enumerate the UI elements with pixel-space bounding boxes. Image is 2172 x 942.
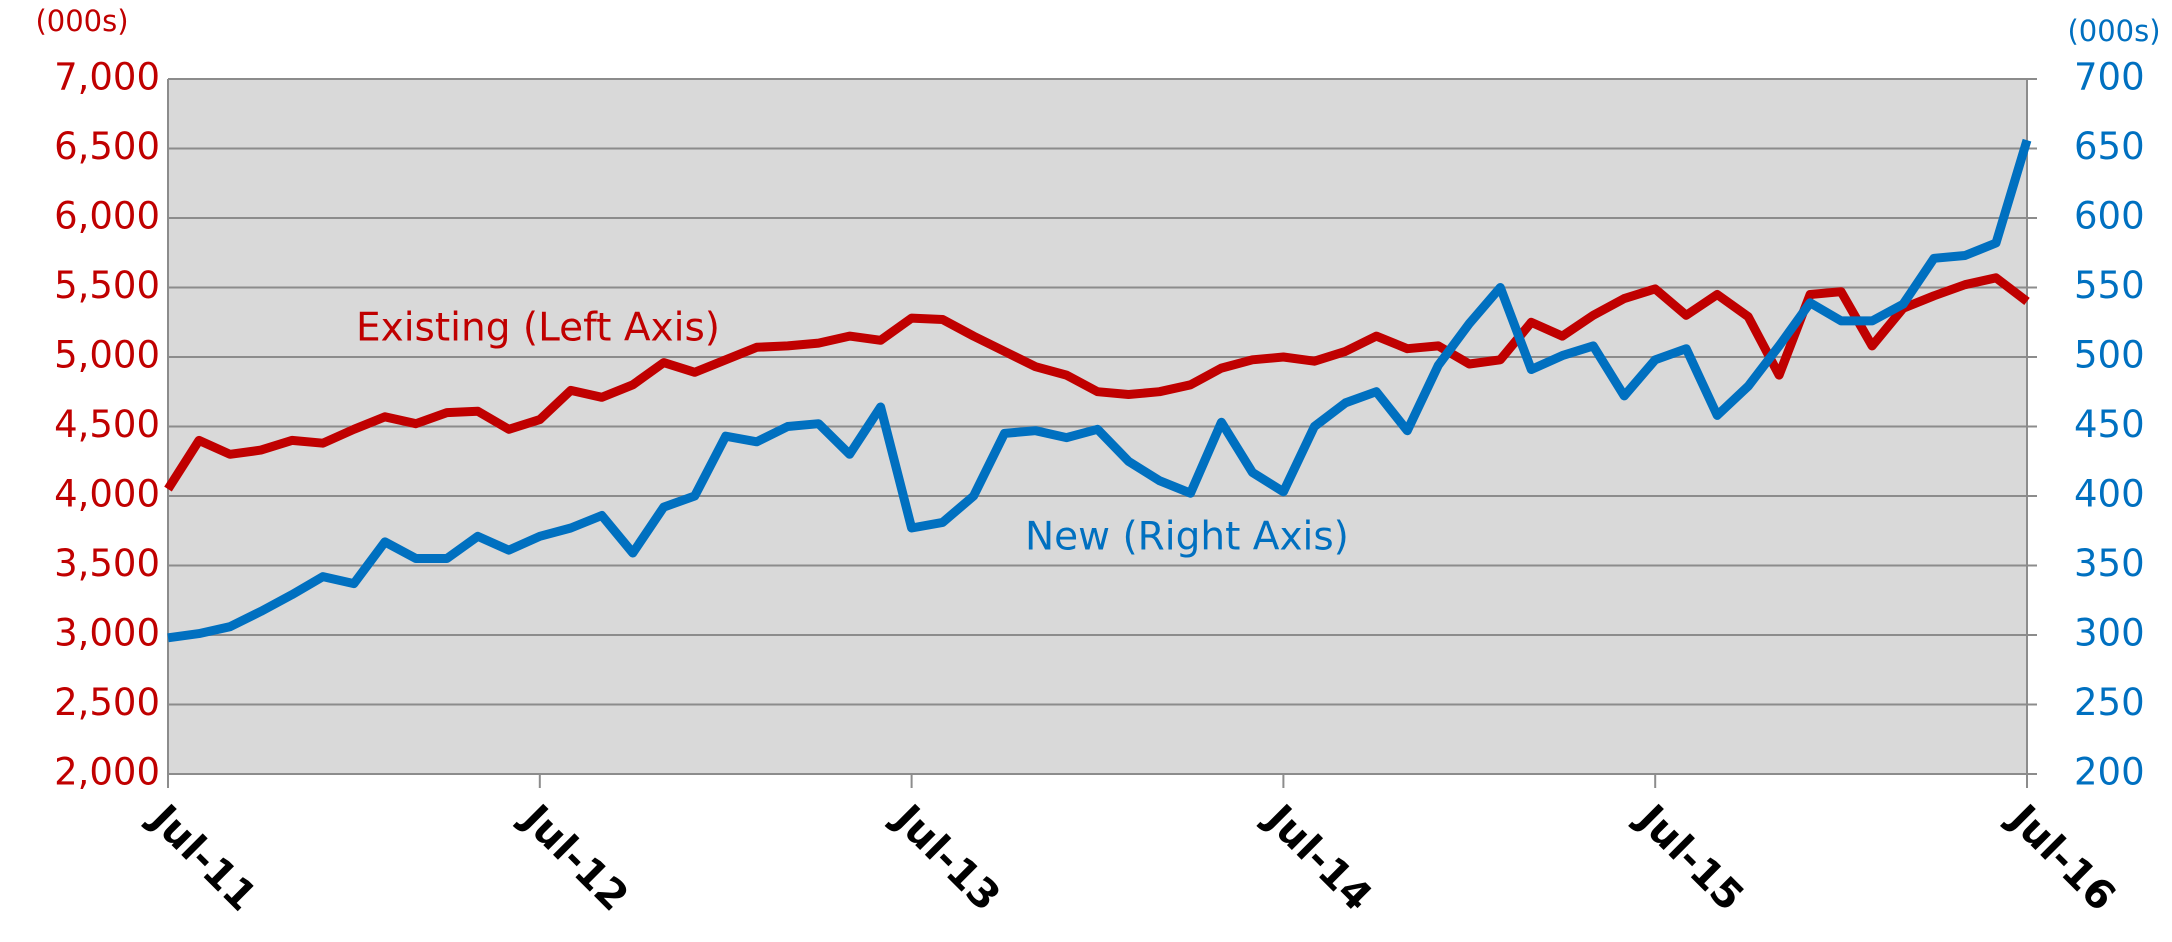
y-tick-label: 2,500 — [54, 681, 160, 724]
y2-tick-label: 450 — [2074, 403, 2145, 446]
y2-tick-label: 550 — [2074, 264, 2145, 307]
y2-tick-label: 400 — [2074, 473, 2145, 516]
y2-tick-label: 200 — [2074, 751, 2145, 794]
y-tick-label: 4,500 — [54, 403, 160, 446]
y2-tick-label: 300 — [2074, 612, 2145, 655]
x-tick-label: Jul-16 — [1998, 794, 2124, 920]
series-label: New (Right Axis) — [1025, 515, 1349, 560]
y2-unit-label: (000s) — [2067, 14, 2160, 48]
y-tick-label: 7,000 — [54, 56, 160, 99]
series-line — [164, 273, 2030, 492]
x-tick-label: Jul-12 — [511, 794, 637, 920]
y2-tick-label: 250 — [2074, 681, 2145, 724]
y-tick-label: 3,000 — [54, 612, 160, 655]
y-unit-label: (000s) — [35, 4, 128, 38]
y2-tick-label: 350 — [2074, 542, 2145, 585]
y-tick-label: 5,500 — [54, 264, 160, 307]
y2-tick-label: 700 — [2074, 56, 2145, 99]
series-line — [167, 138, 2032, 643]
y-tick-label: 6,000 — [54, 195, 160, 238]
x-tick-label: Jul-13 — [883, 794, 1009, 920]
y-tick-label: 4,000 — [54, 473, 160, 516]
x-tick-label: Jul-11 — [139, 794, 265, 920]
y2-tick-label: 650 — [2074, 125, 2145, 168]
y-tick-label: 3,500 — [54, 542, 160, 585]
y2-tick-label: 500 — [2074, 334, 2145, 377]
y-tick-label: 2,000 — [54, 751, 160, 794]
x-tick-label: Jul-14 — [1254, 794, 1380, 920]
y-tick-label: 5,000 — [54, 334, 160, 377]
y-tick-label: 6,500 — [54, 125, 160, 168]
series-label: Existing (Left Axis) — [356, 306, 720, 351]
x-tick-label: Jul-15 — [1626, 794, 1752, 920]
y2-tick-label: 600 — [2074, 195, 2145, 238]
